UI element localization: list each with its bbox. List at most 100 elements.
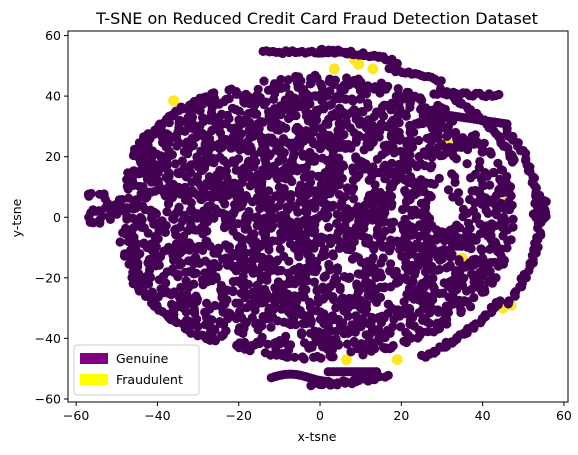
genuine-point	[252, 212, 262, 222]
genuine-point	[274, 192, 284, 202]
genuine-point	[286, 225, 296, 235]
genuine-point	[363, 98, 373, 108]
genuine-point	[396, 241, 406, 251]
genuine-point	[399, 297, 409, 307]
genuine-point	[231, 123, 241, 133]
genuine-point	[221, 187, 231, 198]
genuine-point	[248, 265, 258, 275]
genuine-point	[229, 181, 239, 191]
genuine-point	[342, 143, 352, 153]
genuine-point	[392, 175, 402, 185]
genuine-point	[290, 352, 300, 362]
genuine-point	[123, 168, 133, 178]
genuine-point	[299, 292, 309, 302]
genuine-point	[222, 173, 232, 183]
genuine-point	[332, 209, 342, 219]
genuine-point	[149, 219, 159, 229]
genuine-point	[224, 85, 234, 95]
genuine-point	[222, 110, 233, 120]
genuine-point	[493, 158, 503, 168]
genuine-point	[430, 249, 440, 259]
genuine-point	[456, 307, 466, 318]
genuine-point	[177, 156, 187, 166]
genuine-point	[272, 125, 282, 135]
genuine-point	[216, 280, 226, 291]
genuine-point	[301, 89, 311, 99]
genuine-point	[463, 218, 474, 228]
genuine-point	[496, 176, 506, 186]
genuine-point	[298, 319, 308, 329]
genuine-point	[266, 322, 276, 332]
genuine-point	[187, 133, 197, 143]
genuine-point	[447, 146, 457, 157]
genuine-point	[326, 326, 336, 336]
y-tick-label: −40	[35, 331, 61, 346]
genuine-point	[348, 96, 358, 106]
genuine-point	[400, 203, 411, 213]
genuine-point	[343, 230, 354, 240]
genuine-point	[256, 295, 266, 305]
genuine-point	[387, 158, 397, 168]
genuine-point	[462, 159, 472, 169]
x-tick-label: 60	[556, 408, 572, 423]
genuine-point	[418, 105, 428, 115]
genuine-point	[182, 299, 192, 309]
genuine-point	[276, 265, 286, 276]
genuine-point	[144, 254, 154, 265]
genuine-point	[181, 307, 191, 317]
genuine-point	[303, 181, 313, 192]
genuine-point	[173, 127, 183, 137]
genuine-point	[432, 324, 442, 334]
genuine-point	[321, 339, 331, 349]
genuine-point	[356, 93, 366, 104]
genuine-point	[123, 237, 133, 247]
x-tick-label: −20	[226, 408, 252, 423]
genuine-point	[320, 271, 330, 281]
genuine-point	[240, 224, 250, 234]
genuine-point	[285, 274, 295, 284]
genuine-point	[122, 203, 132, 213]
genuine-point	[471, 235, 481, 245]
genuine-point	[311, 186, 321, 196]
genuine-point	[276, 74, 286, 85]
genuine-point	[392, 308, 402, 318]
genuine-point	[91, 206, 101, 216]
genuine-point	[186, 220, 196, 230]
genuine-point	[293, 97, 303, 107]
genuine-point	[309, 277, 319, 287]
genuine-point	[360, 218, 370, 228]
genuine-point	[127, 229, 137, 239]
plot-area-frame	[67, 30, 569, 403]
genuine-point	[361, 83, 371, 93]
genuine-point	[311, 91, 321, 101]
genuine-point	[385, 328, 395, 338]
genuine-point	[266, 293, 276, 303]
genuine-point	[275, 244, 285, 254]
genuine-point	[202, 226, 212, 236]
genuine-point	[429, 179, 439, 189]
genuine-point	[236, 165, 246, 176]
genuine-point	[334, 190, 345, 200]
genuine-point	[186, 167, 196, 178]
genuine-point	[374, 336, 384, 346]
genuine-point	[507, 200, 517, 210]
y-tick-label: 20	[45, 149, 61, 164]
genuine-point	[221, 166, 231, 176]
genuine-point	[318, 294, 328, 304]
genuine-point	[204, 146, 214, 156]
genuine-point	[442, 125, 452, 135]
genuine-point	[321, 213, 331, 223]
genuine-point	[458, 204, 468, 214]
genuine-point	[428, 273, 438, 283]
genuine-point	[237, 313, 247, 323]
genuine-point	[433, 307, 443, 317]
genuine-point	[234, 326, 244, 336]
genuine-point	[400, 175, 410, 185]
genuine-point	[462, 260, 472, 270]
genuine-point	[469, 293, 479, 303]
legend-swatch-fraudulent	[80, 374, 108, 385]
genuine-point	[141, 272, 151, 282]
genuine-point	[293, 127, 304, 137]
genuine-point	[334, 118, 344, 129]
